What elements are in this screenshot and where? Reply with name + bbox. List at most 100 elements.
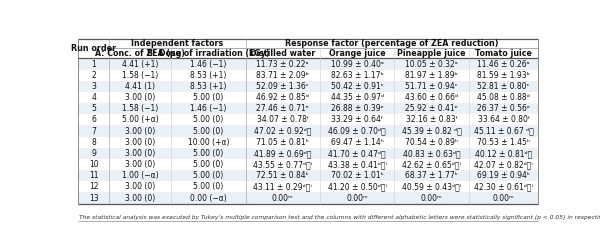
- Text: 8.53 (+1): 8.53 (+1): [190, 82, 226, 91]
- Bar: [78, 126, 538, 137]
- Text: Distilled water: Distilled water: [250, 48, 316, 58]
- Text: The statistical analysis was executed by Tukey’s multiple comparison test and th: The statistical analysis was executed by…: [79, 214, 600, 220]
- Text: 6: 6: [91, 116, 96, 124]
- Text: 52.81 ± 0.80ᶜ: 52.81 ± 0.80ᶜ: [478, 82, 530, 91]
- Text: 3.00 (0): 3.00 (0): [125, 160, 155, 169]
- Text: 5: 5: [91, 104, 96, 113]
- Text: 26.88 ± 0.39ᵉ: 26.88 ± 0.39ᵉ: [331, 104, 383, 113]
- Text: B: Dose of irradiation (kGy): B: Dose of irradiation (kGy): [147, 48, 269, 58]
- Text: 0.00ᵐ: 0.00ᵐ: [493, 194, 514, 202]
- Text: 51.71 ± 0.94ᶜ: 51.71 ± 0.94ᶜ: [405, 82, 458, 91]
- Text: 40.83 ± 0.63ᵈᶍ: 40.83 ± 0.63ᵈᶍ: [403, 149, 460, 158]
- Text: 13: 13: [89, 194, 98, 202]
- Text: 3.00 (0): 3.00 (0): [125, 93, 155, 102]
- Text: 0.00ᵐ: 0.00ᵐ: [346, 194, 368, 202]
- Text: 52.09 ± 1.36ᶜ: 52.09 ± 1.36ᶜ: [256, 82, 309, 91]
- Text: Run order: Run order: [71, 44, 116, 53]
- Text: 5.00 (0): 5.00 (0): [193, 171, 223, 180]
- Text: 1.58 (−1): 1.58 (−1): [122, 71, 158, 80]
- Text: 70.54 ± 0.89ʰ: 70.54 ± 0.89ʰ: [405, 138, 458, 147]
- Text: A: Conc. of ZEA (μg): A: Conc. of ZEA (μg): [95, 48, 185, 58]
- Text: 69.19 ± 0.94ᵏ: 69.19 ± 0.94ᵏ: [477, 171, 530, 180]
- Text: 44.35 ± 0.97ᵈ: 44.35 ± 0.97ᵈ: [331, 93, 383, 102]
- Text: 7: 7: [91, 126, 96, 136]
- Text: 3.00 (0): 3.00 (0): [125, 126, 155, 136]
- Text: 68.37 ± 1.77ᵏ: 68.37 ± 1.77ᵏ: [405, 171, 458, 180]
- Text: 11.46 ± 0.26ᵃ: 11.46 ± 0.26ᵃ: [477, 60, 530, 68]
- Text: 3.00 (0): 3.00 (0): [125, 182, 155, 192]
- Text: 43.55 ± 0.77ᵈᶍⁱ: 43.55 ± 0.77ᵈᶍⁱ: [253, 160, 312, 169]
- Text: 46.92 ± 0.85ᵈ: 46.92 ± 0.85ᵈ: [256, 93, 309, 102]
- Text: 9: 9: [91, 149, 96, 158]
- Bar: [78, 170, 538, 181]
- Text: 33.64 ± 0.80ᶠ: 33.64 ± 0.80ᶠ: [478, 116, 530, 124]
- Text: 0.00ᵐ: 0.00ᵐ: [421, 194, 442, 202]
- Text: 4.41 (+1): 4.41 (+1): [122, 60, 158, 68]
- Text: 72.51 ± 0.84ᵏ: 72.51 ± 0.84ᵏ: [256, 171, 309, 180]
- Text: 81.59 ± 1.93ᵇ: 81.59 ± 1.93ᵇ: [477, 71, 530, 80]
- Text: 0.00ᵐ: 0.00ᵐ: [272, 194, 293, 202]
- Text: 3.00 (0): 3.00 (0): [125, 149, 155, 158]
- Text: 69.47 ± 1.14ʰ: 69.47 ± 1.14ʰ: [331, 138, 383, 147]
- Text: 10.00 (+α): 10.00 (+α): [188, 138, 229, 147]
- Text: 3: 3: [91, 82, 96, 91]
- Text: 27.46 ± 0.71ᵉ: 27.46 ± 0.71ᵉ: [256, 104, 309, 113]
- Text: 10.99 ± 0.40ᵃ: 10.99 ± 0.40ᵃ: [331, 60, 383, 68]
- Text: Orange juice: Orange juice: [329, 48, 385, 58]
- Text: 11.73 ± 0.22ᵃ: 11.73 ± 0.22ᵃ: [256, 60, 309, 68]
- Text: 8: 8: [91, 138, 96, 147]
- Bar: [78, 148, 538, 159]
- Text: Independent factors: Independent factors: [131, 39, 223, 48]
- Text: 70.02 ± 1.01ᵏ: 70.02 ± 1.01ᵏ: [331, 171, 383, 180]
- Text: 4: 4: [91, 93, 96, 102]
- Text: Response factor (percentage of ZEA reduction): Response factor (percentage of ZEA reduc…: [285, 39, 499, 48]
- Bar: [78, 81, 538, 92]
- Text: 43.38 ± 0.41ᵈᶍⁱ: 43.38 ± 0.41ᵈᶍⁱ: [328, 160, 386, 169]
- Text: 47.02 ± 0.92ᵈᶍ: 47.02 ± 0.92ᵈᶍ: [254, 126, 311, 136]
- Text: 71.05 ± 0.81ʰ: 71.05 ± 0.81ʰ: [256, 138, 309, 147]
- Text: 5.00 (0): 5.00 (0): [193, 149, 223, 158]
- Text: Tomato juice: Tomato juice: [475, 48, 532, 58]
- Bar: [78, 58, 538, 70]
- Text: 1.00 (−α): 1.00 (−α): [122, 171, 158, 180]
- Text: 0.00 (−α): 0.00 (−α): [190, 194, 227, 202]
- Text: 3.00 (0): 3.00 (0): [125, 194, 155, 202]
- Text: Pineapple juice: Pineapple juice: [397, 48, 466, 58]
- Text: 8.53 (+1): 8.53 (+1): [190, 71, 226, 80]
- Text: 46.09 ± 0.70ᵈᶍ: 46.09 ± 0.70ᵈᶍ: [328, 126, 386, 136]
- Text: 5.00 (+α): 5.00 (+α): [122, 116, 158, 124]
- Bar: [78, 103, 538, 114]
- Text: 42.62 ± 0.65ᵈᶍⁱ: 42.62 ± 0.65ᵈᶍⁱ: [402, 160, 461, 169]
- Text: 12: 12: [89, 182, 98, 192]
- Text: 45.11 ± 0.67 ᵈᶍ: 45.11 ± 0.67 ᵈᶍ: [473, 126, 533, 136]
- Text: 40.12 ± 0.81ᵈᶍ: 40.12 ± 0.81ᵈᶍ: [475, 149, 532, 158]
- Text: 5.00 (0): 5.00 (0): [193, 116, 223, 124]
- Text: 45.08 ± 0.88ᵈ: 45.08 ± 0.88ᵈ: [477, 93, 530, 102]
- Text: 5.00 (0): 5.00 (0): [193, 126, 223, 136]
- Bar: [78, 192, 538, 204]
- Text: 2: 2: [91, 71, 96, 80]
- Text: 32.16 ± 0.83ᶠ: 32.16 ± 0.83ᶠ: [406, 116, 457, 124]
- Text: 26.37 ± 0.56ᵉ: 26.37 ± 0.56ᵉ: [477, 104, 530, 113]
- Text: 43.11 ± 0.29ᵈᶍⁱ: 43.11 ± 0.29ᵈᶍⁱ: [253, 182, 312, 192]
- Text: 10.05 ± 0.32ᵃ: 10.05 ± 0.32ᵃ: [405, 60, 458, 68]
- Text: 81.97 ± 1.89ᵇ: 81.97 ± 1.89ᵇ: [405, 71, 458, 80]
- Text: 43.60 ± 0.66ᵈ: 43.60 ± 0.66ᵈ: [405, 93, 458, 102]
- Text: 11: 11: [89, 171, 98, 180]
- Text: 3.00 (0): 3.00 (0): [125, 138, 155, 147]
- Text: 82.63 ± 1.17ᵇ: 82.63 ± 1.17ᵇ: [331, 71, 383, 80]
- Text: 34.07 ± 0.78ᶠ: 34.07 ± 0.78ᶠ: [257, 116, 309, 124]
- Text: 42.30 ± 0.61ᵈᶍⁱ: 42.30 ± 0.61ᵈᶍⁱ: [474, 182, 533, 192]
- Text: 33.29 ± 0.64ᶠ: 33.29 ± 0.64ᶠ: [331, 116, 383, 124]
- Text: 50.42 ± 0.91ᶜ: 50.42 ± 0.91ᶜ: [331, 82, 383, 91]
- Text: 1.58 (−1): 1.58 (−1): [122, 104, 158, 113]
- Text: 10: 10: [89, 160, 98, 169]
- Text: 5.00 (0): 5.00 (0): [193, 93, 223, 102]
- Text: 5.00 (0): 5.00 (0): [193, 160, 223, 169]
- Text: 1.46 (−1): 1.46 (−1): [190, 104, 226, 113]
- Text: 83.71 ± 2.09ᵇ: 83.71 ± 2.09ᵇ: [256, 71, 309, 80]
- Text: 5.00 (0): 5.00 (0): [193, 182, 223, 192]
- Text: 40.59 ± 0.43ᵈᶍⁱ: 40.59 ± 0.43ᵈᶍⁱ: [402, 182, 461, 192]
- Text: 25.92 ± 0.41ᵉ: 25.92 ± 0.41ᵉ: [405, 104, 458, 113]
- Text: 45.39 ± 0.82 ᵈᶍ: 45.39 ± 0.82 ᵈᶍ: [401, 126, 461, 136]
